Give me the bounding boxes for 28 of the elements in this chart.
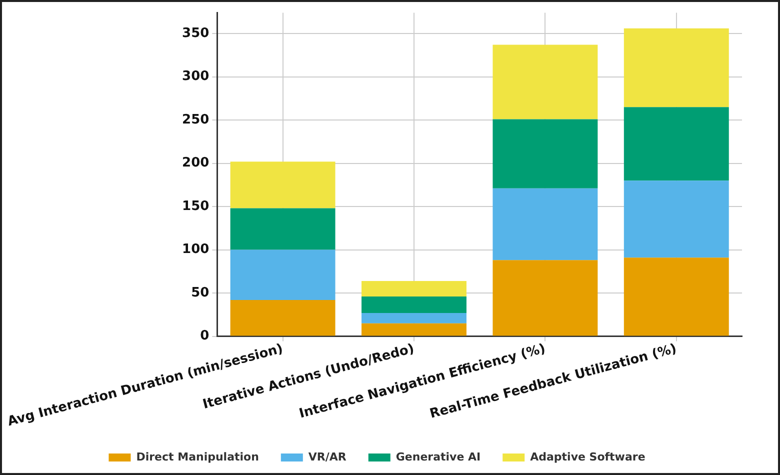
y-tick-label: 100 [182, 242, 210, 258]
legend-label: Direct Manipulation [136, 450, 259, 464]
y-tick-label: 150 [182, 198, 210, 214]
bar [230, 208, 336, 250]
bar [362, 296, 466, 313]
legend-label: VR/AR [308, 450, 347, 464]
bar [624, 180, 729, 258]
y-tick-label: 50 [191, 285, 210, 300]
bar [230, 300, 336, 336]
bar [362, 280, 466, 297]
legend-label: Generative AI [396, 450, 481, 464]
bar [492, 44, 598, 120]
bar [492, 260, 598, 336]
bar [362, 323, 466, 336]
bar [624, 258, 729, 336]
bar [492, 188, 598, 260]
y-tick-label: 0 [200, 328, 210, 344]
bar [624, 28, 729, 108]
y-tick-label: 250 [182, 112, 210, 128]
bar [624, 107, 729, 181]
legend-label: Adaptive Software [530, 450, 646, 464]
y-tick-label: 200 [182, 156, 210, 171]
y-tick-label: 350 [182, 26, 210, 41]
bar [492, 119, 598, 188]
bar [230, 162, 336, 208]
y-tick-label: 300 [182, 69, 210, 84]
bar [230, 250, 336, 300]
bar [362, 312, 466, 324]
